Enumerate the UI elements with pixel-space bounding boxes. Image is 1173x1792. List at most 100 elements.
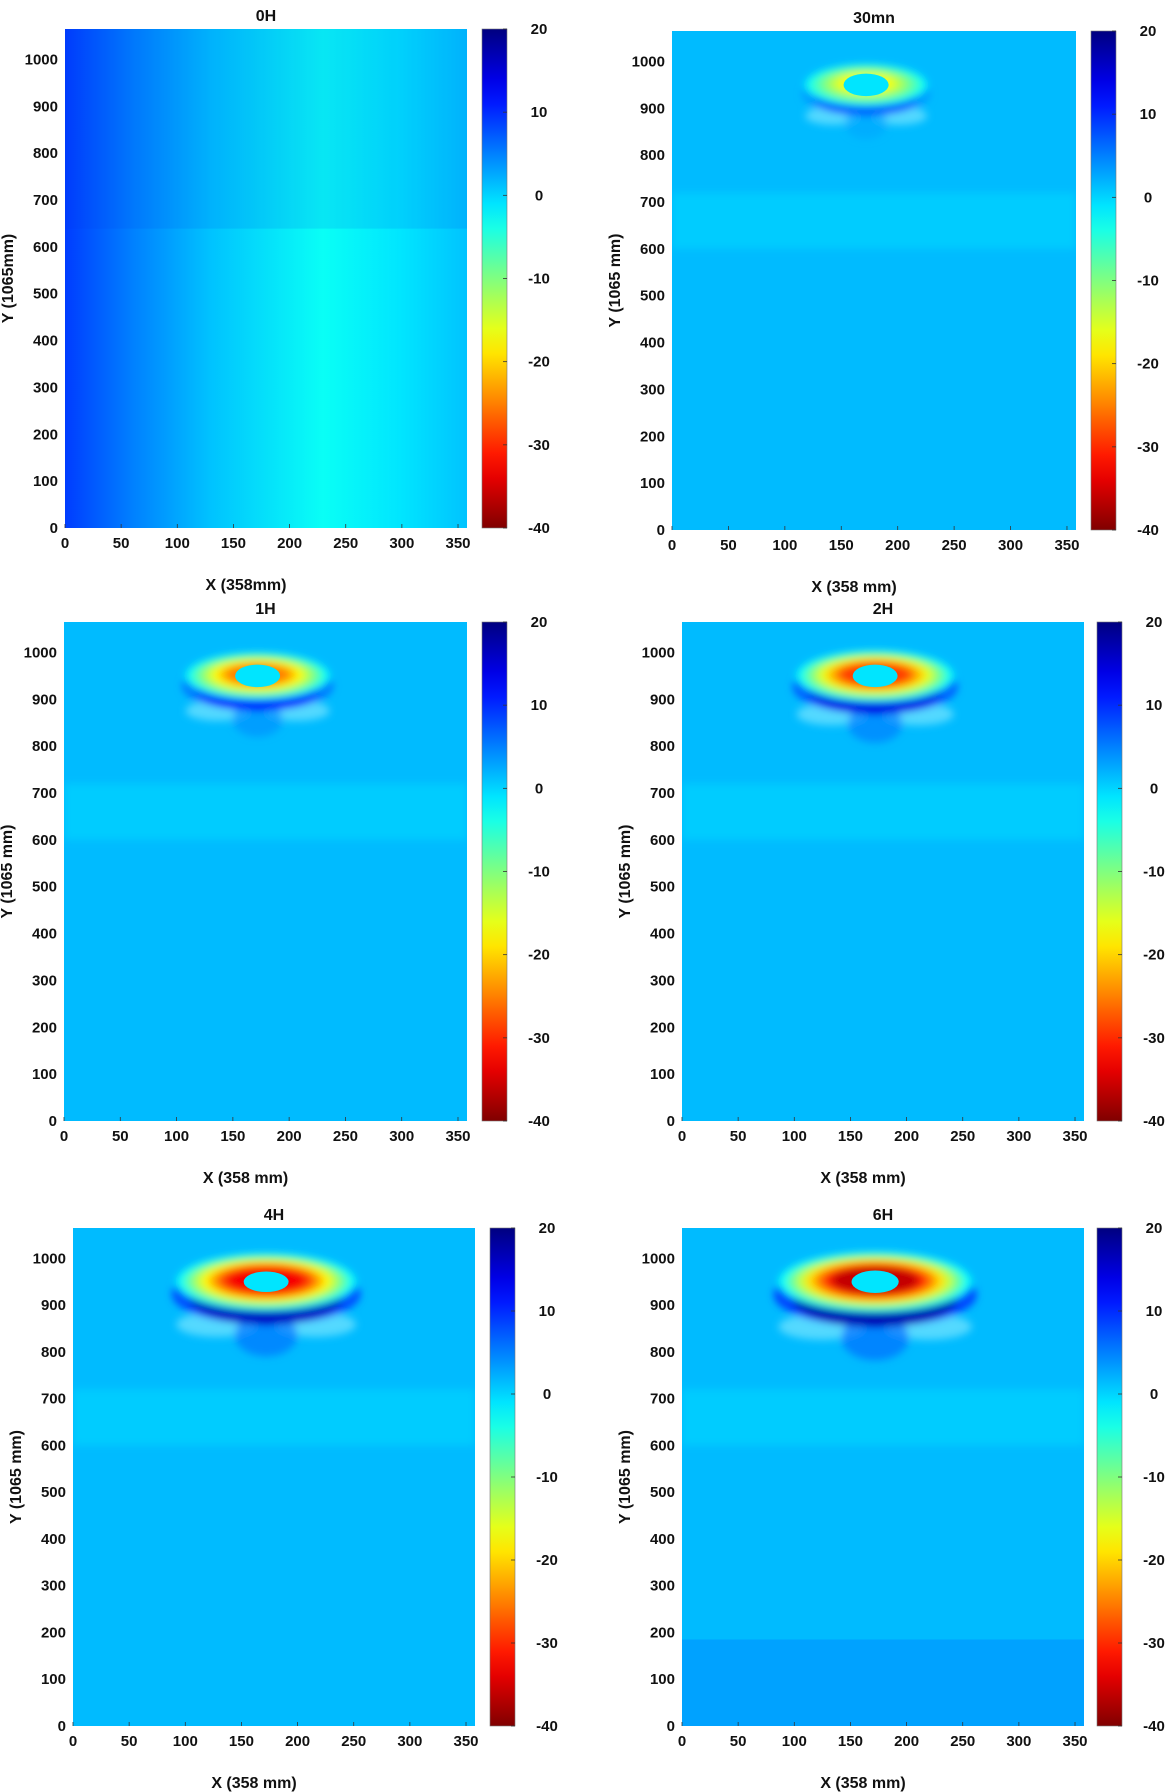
x-tick-label: 200 bbox=[894, 1733, 919, 1750]
y-tick-label: 200 bbox=[650, 1624, 675, 1641]
y-tick-label: 800 bbox=[650, 1344, 675, 1361]
panel-title: 1H bbox=[255, 601, 275, 618]
colorbar-tick-label: 20 bbox=[1146, 1220, 1163, 1237]
x-tick-label: 350 bbox=[446, 535, 471, 552]
x-tick-label: 50 bbox=[730, 1128, 747, 1145]
colorbar-tick-label: -30 bbox=[528, 437, 550, 454]
colorbar-tick-label: 0 bbox=[1144, 189, 1152, 206]
y-tick-label: 900 bbox=[32, 691, 57, 708]
colorbar-tick-label: 10 bbox=[531, 697, 548, 714]
y-tick-label: 400 bbox=[640, 335, 665, 352]
colorbar-tick-label: -10 bbox=[536, 1469, 558, 1486]
colorbar-tick-label: 0 bbox=[1150, 1386, 1158, 1403]
colorbar-tick-label: -40 bbox=[528, 1113, 550, 1130]
x-axis-label: X (358 mm) bbox=[820, 1170, 905, 1187]
y-tick-label: 900 bbox=[650, 691, 675, 708]
heatmap-area bbox=[64, 622, 467, 1121]
colorbar-tick-label: 10 bbox=[539, 1303, 556, 1320]
panel-title: 4H bbox=[264, 1207, 284, 1224]
y-axis-label: Y (1065 mm) bbox=[0, 825, 16, 919]
x-tick-label: 300 bbox=[1006, 1128, 1031, 1145]
colorbar-tick-label: -40 bbox=[1137, 522, 1159, 539]
x-axis-label: X (358 mm) bbox=[203, 1170, 288, 1187]
y-tick-label: 400 bbox=[32, 926, 57, 943]
y-tick-label: 100 bbox=[650, 1671, 675, 1688]
y-tick-label: 200 bbox=[640, 428, 665, 445]
center-hole bbox=[243, 1271, 289, 1293]
x-tick-label: 200 bbox=[277, 535, 302, 552]
y-tick-label: 700 bbox=[650, 785, 675, 802]
y-tick-label: 0 bbox=[58, 1718, 66, 1735]
colorbar-tick-label: 20 bbox=[531, 614, 548, 631]
x-tick-label: 100 bbox=[782, 1733, 807, 1750]
y-axis-label: Y (1065 mm) bbox=[617, 825, 634, 919]
y-tick-label: 400 bbox=[650, 1531, 675, 1548]
y-tick-label: 500 bbox=[640, 288, 665, 305]
center-hole bbox=[843, 73, 889, 97]
x-tick-label: 50 bbox=[730, 1733, 747, 1750]
y-tick-label: 100 bbox=[41, 1671, 66, 1688]
x-tick-label: 250 bbox=[333, 1128, 358, 1145]
colorbar-tick-label: -30 bbox=[1143, 1030, 1165, 1047]
x-tick-label: 200 bbox=[894, 1128, 919, 1145]
panel-1H: 0 50 100 150 200 250 300 3500100200300400500600… bbox=[0, 601, 550, 1187]
y-tick-label: 0 bbox=[657, 522, 665, 539]
colorbar bbox=[1096, 621, 1123, 1122]
y-tick-label: 400 bbox=[33, 333, 58, 350]
colorbar-tick-label: 20 bbox=[1146, 614, 1163, 631]
x-tick-label: 0 bbox=[61, 535, 69, 552]
y-tick-label: 200 bbox=[33, 426, 58, 443]
y-tick-label: 200 bbox=[32, 1019, 57, 1036]
x-tick-label: 150 bbox=[229, 1733, 254, 1750]
x-tick-label: 100 bbox=[173, 1733, 198, 1750]
y-tick-label: 900 bbox=[640, 100, 665, 117]
colorbar-tick-label: 10 bbox=[1140, 106, 1157, 123]
y-tick-label: 600 bbox=[32, 832, 57, 849]
y-tick-label: 100 bbox=[650, 1066, 675, 1083]
colorbar-tick-label: -30 bbox=[1137, 439, 1159, 456]
y-axis-label: Y (1065 mm) bbox=[617, 1430, 634, 1524]
x-tick-label: 100 bbox=[782, 1128, 807, 1145]
colorbar-tick-label: -10 bbox=[528, 271, 550, 288]
x-tick-label: 300 bbox=[389, 535, 414, 552]
y-tick-label: 1000 bbox=[25, 51, 58, 68]
y-tick-label: 200 bbox=[650, 1019, 675, 1036]
center-hole bbox=[235, 664, 281, 688]
y-tick-label: 300 bbox=[33, 379, 58, 396]
colorbar-tick-label: -40 bbox=[536, 1718, 558, 1735]
y-tick-label: 700 bbox=[41, 1391, 66, 1408]
x-tick-label: 300 bbox=[1006, 1733, 1031, 1750]
x-tick-label: 50 bbox=[720, 537, 737, 554]
colorbar bbox=[1090, 30, 1117, 531]
center-hole bbox=[852, 664, 898, 688]
x-axis-label: X (358mm) bbox=[206, 577, 287, 594]
y-tick-label: 100 bbox=[33, 473, 58, 490]
y-tick-label: 0 bbox=[49, 1113, 57, 1130]
colorbar-tick-label: 10 bbox=[1146, 697, 1163, 714]
y-tick-label: 0 bbox=[667, 1718, 675, 1735]
x-tick-label: 0 bbox=[69, 1733, 77, 1750]
colorbar-tick-label: 0 bbox=[535, 780, 543, 797]
y-tick-label: 1000 bbox=[632, 53, 665, 70]
y-tick-label: 400 bbox=[41, 1531, 66, 1548]
x-tick-label: 50 bbox=[121, 1733, 138, 1750]
x-axis-label: X (358 mm) bbox=[811, 579, 896, 596]
panel-4H: 0 50 100 150 200 250 300 3500100200300400500600… bbox=[8, 1207, 558, 1792]
y-tick-label: 0 bbox=[667, 1113, 675, 1130]
colorbar-tick-label: 0 bbox=[535, 187, 543, 204]
y-tick-label: 800 bbox=[640, 147, 665, 164]
y-tick-label: 400 bbox=[650, 926, 675, 943]
x-tick-label: 0 bbox=[678, 1733, 686, 1750]
y-tick-label: 500 bbox=[650, 1484, 675, 1501]
colorbar bbox=[489, 1227, 516, 1727]
y-tick-label: 800 bbox=[650, 738, 675, 755]
y-tick-label: 700 bbox=[32, 785, 57, 802]
y-tick-label: 200 bbox=[41, 1624, 66, 1641]
y-tick-label: 300 bbox=[650, 972, 675, 989]
y-axis-label: Y (1065 mm) bbox=[607, 234, 624, 328]
y-tick-label: 700 bbox=[640, 194, 665, 211]
x-tick-label: 250 bbox=[950, 1733, 975, 1750]
lower-band bbox=[682, 1639, 1084, 1726]
panel-30mn: 0 50 100 150 200 250 300 3500100200300400500600… bbox=[607, 10, 1159, 596]
colorbar-tick-label: 0 bbox=[1150, 780, 1158, 797]
